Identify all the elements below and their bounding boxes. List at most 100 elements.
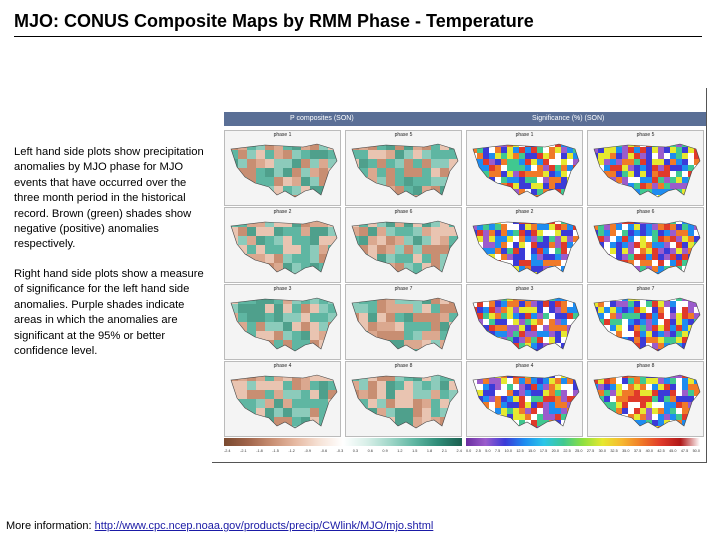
conus-outline: [472, 297, 580, 352]
map-image: [225, 208, 340, 282]
composite-maps-figure: P composites (SON) Significance (%) (SON…: [212, 88, 707, 463]
map-panel: phase 8: [345, 361, 462, 437]
map-image: [588, 362, 703, 436]
map-panel: phase 4: [466, 361, 583, 437]
phase-label: phase 8: [636, 363, 655, 369]
conus-outline: [472, 374, 580, 429]
map-panel: phase 5: [587, 130, 704, 206]
colorbar-tick-label: 1.8: [426, 449, 433, 453]
conus-outline: [593, 220, 701, 275]
colorbar-tick-label: 20.0: [551, 449, 559, 453]
phase-label: phase 5: [394, 132, 413, 138]
conus-outline: [230, 297, 338, 352]
colorbar-tick-label: 47.5: [680, 449, 689, 453]
title-underline: [14, 36, 702, 37]
phase-label: phase 6: [394, 209, 413, 215]
colorbar-tick-label: -1.2: [288, 449, 295, 453]
left-panel-header: P composites (SON): [224, 112, 468, 126]
phase-label: phase 4: [515, 363, 534, 369]
colorbar-tick-label: 32.5: [610, 449, 618, 453]
map-image: [346, 285, 461, 359]
map-image: [467, 208, 582, 282]
map-panel: phase 4: [224, 361, 341, 437]
more-information-link[interactable]: http://www.cpc.ncep.noaa.gov/products/pr…: [94, 520, 434, 532]
colorbar-tick-label: 10.0: [504, 449, 512, 453]
colorbar-tick-label: 25.0: [575, 449, 583, 453]
significance-colorbar-ticks: 0.0 2.5 5.0 7.5 10.0 12.5 15.0 17.5 20.0 22.5 25.0…: [466, 449, 700, 453]
conus-outline: [351, 297, 459, 352]
phase-label: phase 8: [394, 363, 413, 369]
phase-label: phase 3: [273, 286, 292, 292]
map-panel: phase 5: [345, 130, 462, 206]
map-image: [346, 362, 461, 436]
map-panel: phase 2: [224, 207, 341, 283]
slide-title: MJO: CONUS Composite Maps by RMM Phase -…: [14, 11, 534, 31]
phase-label: phase 1: [515, 132, 534, 138]
colorbar-tick-label: 30.0: [598, 449, 606, 453]
anomaly-colorbar: [224, 438, 462, 446]
map-panel: phase 2: [466, 207, 583, 283]
map-image: [225, 362, 340, 436]
map-panel: phase 7: [587, 284, 704, 360]
map-image: [225, 285, 340, 359]
map-panel: phase 1: [466, 130, 583, 206]
conus-outline: [593, 297, 701, 352]
map-image: [225, 131, 340, 205]
colorbar-tick-label: 17.5: [539, 449, 548, 453]
more-information: More information: http://www.cpc.ncep.no…: [6, 520, 433, 532]
right-plots-description: Right hand side plots show a measure of …: [14, 268, 204, 358]
conus-outline: [230, 143, 338, 198]
map-image: [588, 208, 703, 282]
conus-outline: [230, 220, 338, 275]
colorbar-tick-label: -0.6: [320, 449, 328, 453]
map-panel: phase 3: [466, 284, 583, 360]
colorbar-tick-label: 7.5: [494, 449, 501, 453]
colorbar-tick-label: -0.9: [304, 449, 312, 453]
colorbar-tick-label: 27.5: [586, 449, 595, 453]
conus-outline: [472, 143, 580, 198]
colorbar-tick-label: 42.5: [657, 449, 665, 453]
conus-outline: [593, 143, 701, 198]
left-plots-description: Left hand side plots show precipitation …: [14, 146, 204, 251]
more-information-label: More information:: [6, 520, 95, 532]
phase-label: phase 5: [636, 132, 655, 138]
colorbar-tick-label: 0.9: [382, 449, 388, 453]
colorbar-tick-label: 2.4: [456, 449, 462, 453]
conus-outline: [593, 374, 701, 429]
conus-outline: [351, 220, 459, 275]
colorbar-tick-label: 0.0: [466, 449, 472, 453]
colorbar-tick-label: -1.8: [256, 449, 263, 453]
phase-label: phase 3: [515, 286, 534, 292]
colorbar-tick-label: 0.3: [352, 449, 359, 453]
map-image: [467, 362, 582, 436]
map-panel: phase 1: [224, 130, 341, 206]
colorbar-tick-label: 12.5: [516, 449, 524, 453]
map-panel: phase 6: [345, 207, 462, 283]
colorbar-tick-label: -0.3: [336, 449, 344, 453]
colorbar-tick-label: 0.6: [367, 449, 373, 453]
map-image: [467, 131, 582, 205]
map-image: [346, 131, 461, 205]
phase-label: phase 4: [273, 363, 292, 369]
map-image: [588, 285, 703, 359]
anomaly-colorbar-ticks: -2.4 -2.1 -1.8 -1.5 -1.2 -0.9 -0.6 -0.3 0.3 0.6 0.…: [224, 449, 462, 453]
colorbar-tick-label: 40.0: [645, 449, 653, 453]
map-panel: phase 7: [345, 284, 462, 360]
map-panel: phase 3: [224, 284, 341, 360]
phase-label: phase 7: [636, 286, 655, 292]
colorbar-tick-label: -2.4: [224, 449, 231, 453]
conus-outline: [351, 143, 459, 198]
colorbar-tick-label: 45.0: [669, 449, 677, 453]
colorbar-tick-label: 15.0: [528, 449, 536, 453]
colorbar-tick-label: 37.5: [633, 449, 642, 453]
phase-label: phase 6: [636, 209, 655, 215]
colorbar-tick-label: 5.0: [485, 449, 491, 453]
map-image: [588, 131, 703, 205]
colorbar-tick-label: 50.0: [692, 449, 700, 453]
right-panel-header: Significance (%) (SON): [466, 112, 706, 126]
phase-label: phase 7: [394, 286, 413, 292]
map-panel: phase 6: [587, 207, 704, 283]
colorbar-tick-label: -2.1: [240, 449, 247, 453]
conus-outline: [472, 220, 580, 275]
colorbar-tick-label: -1.5: [272, 449, 279, 453]
